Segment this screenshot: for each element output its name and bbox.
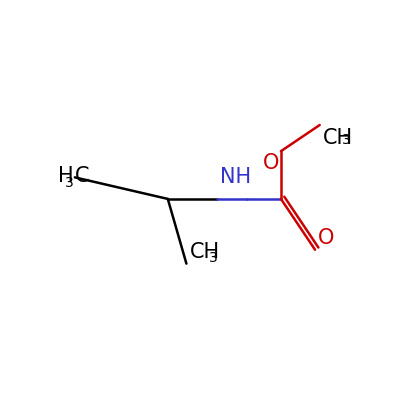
Text: 3: 3 [64, 176, 73, 190]
Text: 3: 3 [209, 251, 218, 265]
Text: H: H [58, 166, 73, 186]
Text: O: O [318, 228, 334, 248]
Text: O: O [263, 153, 279, 173]
Text: CH: CH [323, 128, 353, 148]
Text: NH: NH [220, 166, 251, 186]
Text: C: C [75, 166, 90, 186]
Text: CH: CH [190, 242, 220, 262]
Text: 3: 3 [342, 133, 351, 147]
